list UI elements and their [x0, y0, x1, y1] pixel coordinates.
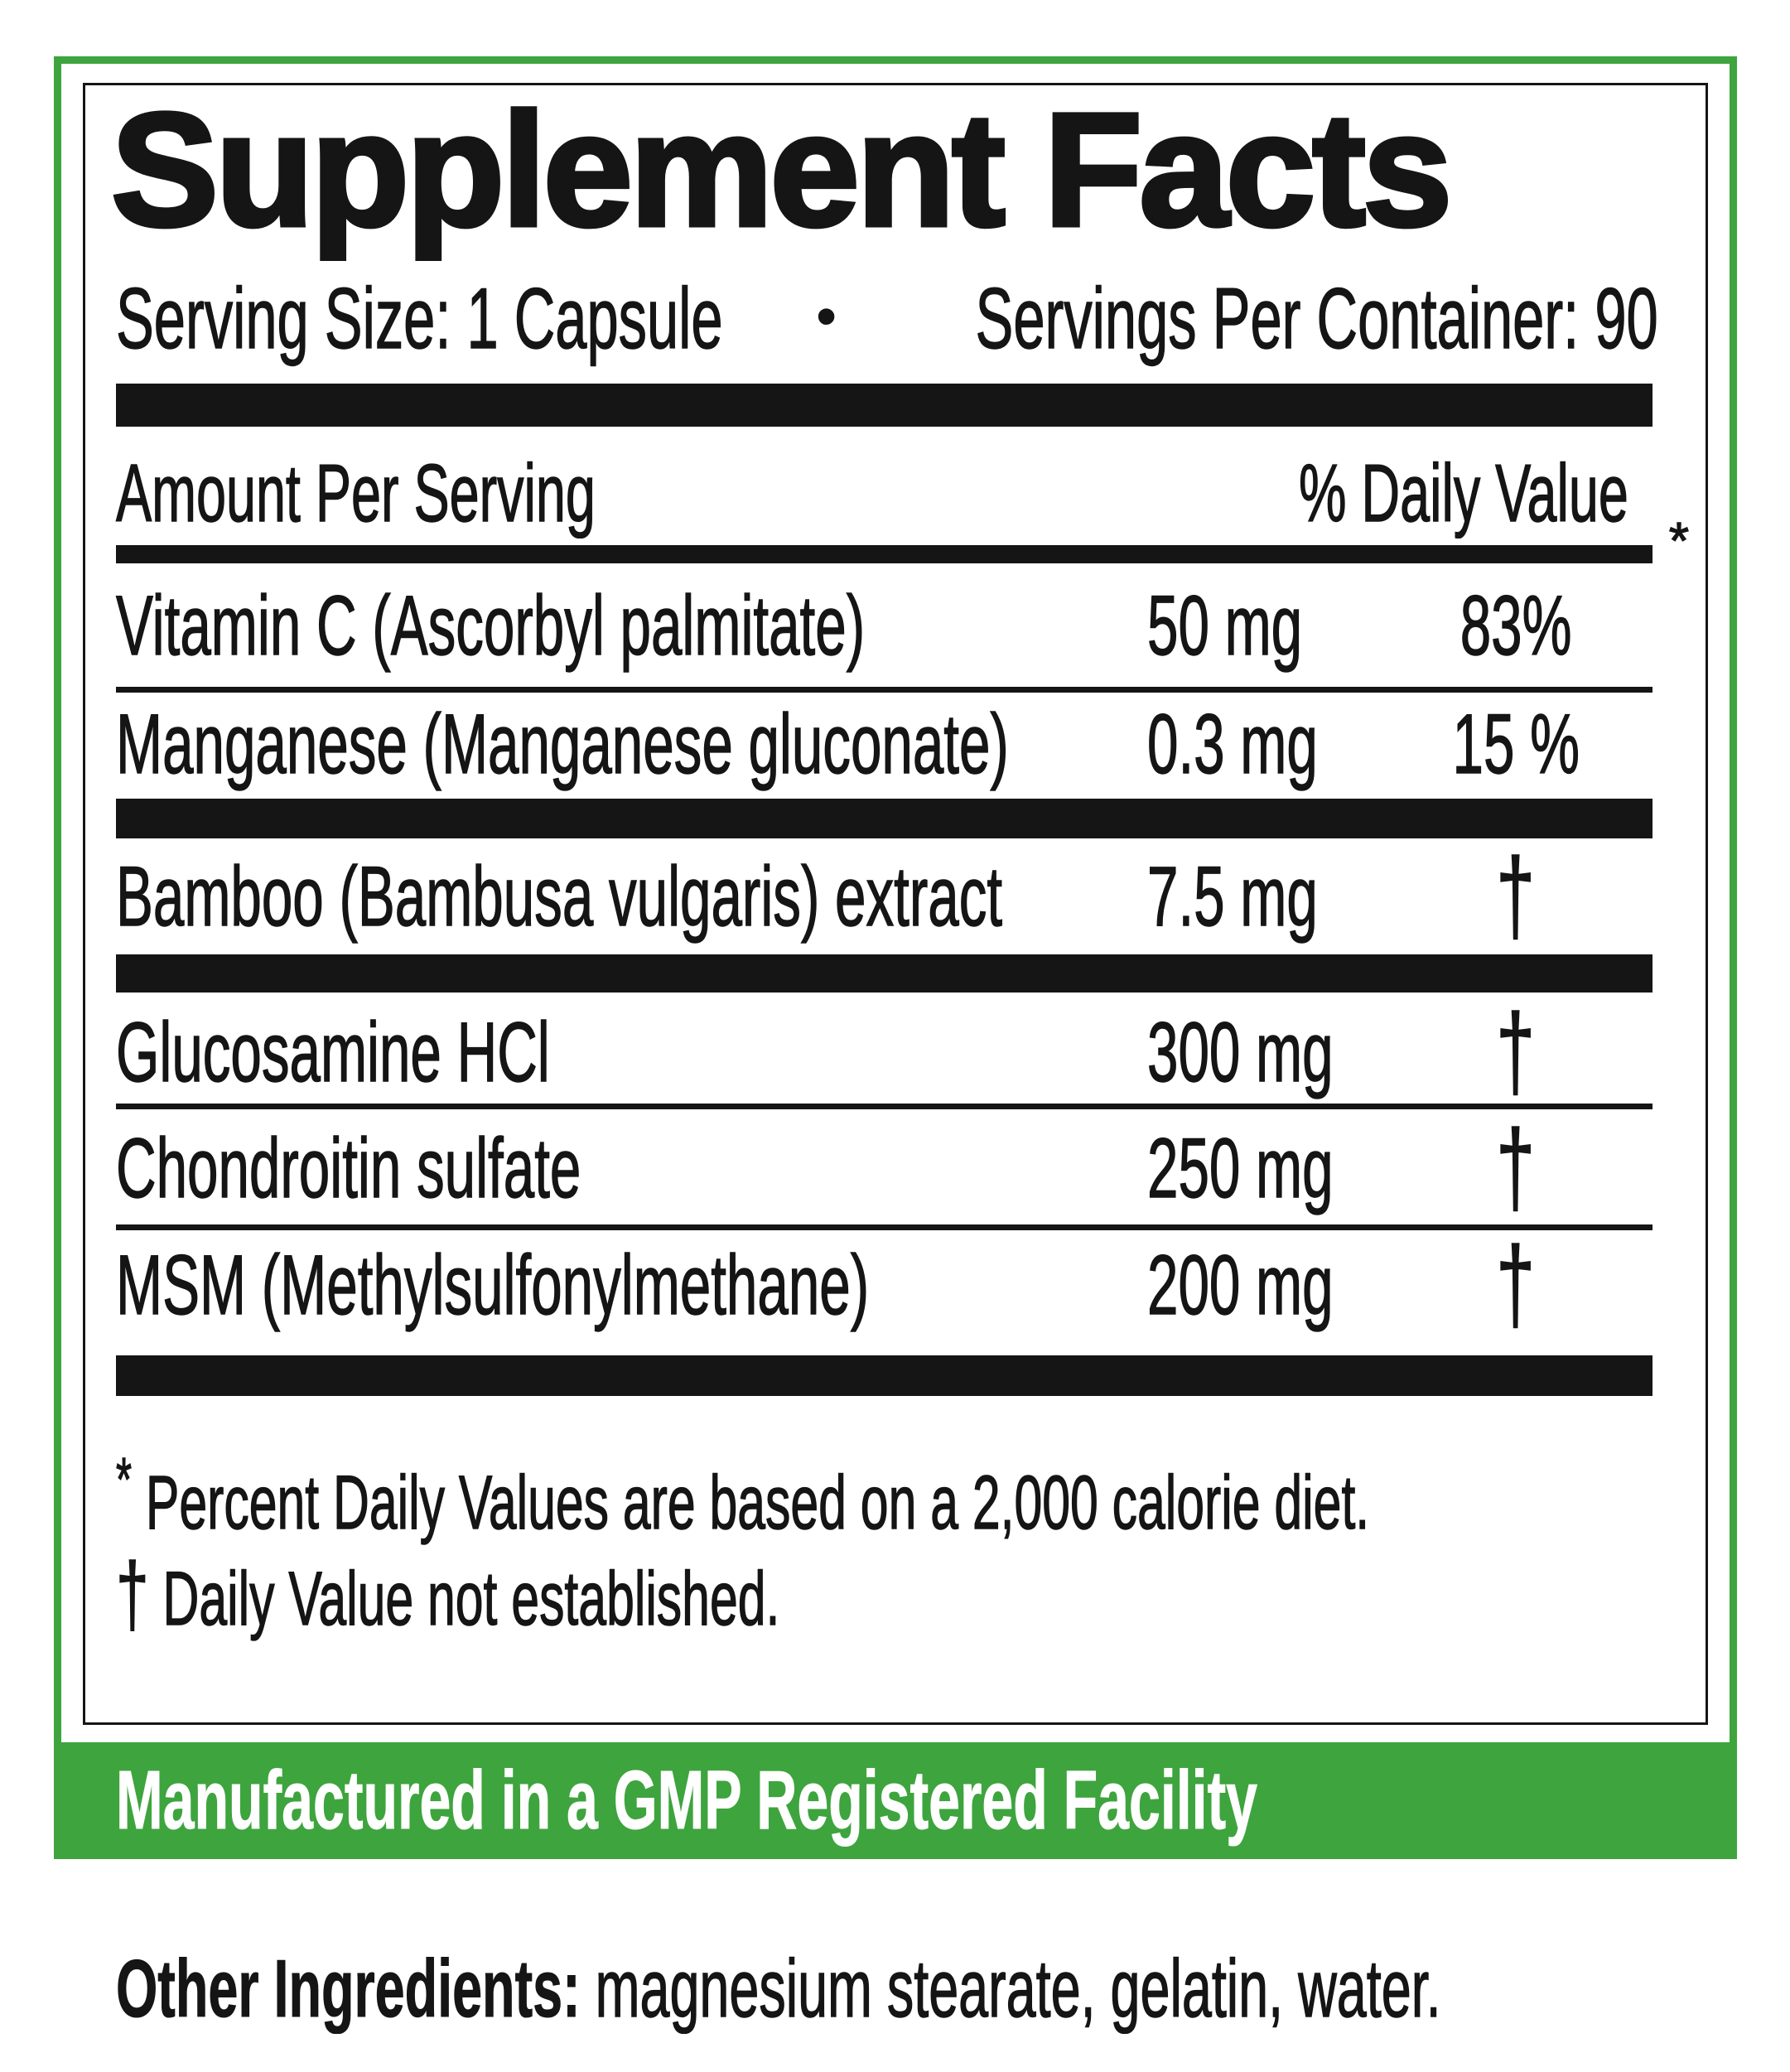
ingredient-amount: 50 mg: [1147, 577, 1303, 673]
table-row: MSM (Methylsulfonylmethane) 200 mg †: [116, 1225, 1652, 1344]
divider-thin: [116, 1224, 1652, 1230]
facts-panel-border: [83, 83, 1708, 1725]
divider-thick: [116, 384, 1652, 427]
ingredient-name: Chondroitin sulfate: [116, 1120, 581, 1215]
table-row: Manganese (Manganese gluconate) 0.3 mg 1…: [116, 685, 1652, 803]
table-row: Vitamin C (Ascorbyl palmitate) 50 mg 83%: [116, 567, 1652, 684]
ingredient-name: Manganese (Manganese gluconate): [116, 696, 1010, 791]
ingredient-name: Bamboo (Bambusa vulgaris) extract: [116, 848, 1003, 944]
daily-value-header: % Daily Value: [1299, 447, 1629, 539]
table-row: Chondroitin sulfate 250 mg †: [116, 1108, 1652, 1227]
footnote-dagger: †: [116, 1543, 150, 1644]
table-header-row: Amount Per Serving % Daily Value *: [116, 447, 1690, 568]
divider-thin: [116, 687, 1652, 693]
ingredient-dv-dagger: †: [1496, 993, 1536, 1111]
footnote-not-established: † Daily Value not established.: [116, 1543, 1652, 1644]
ingredient-name: Vitamin C (Ascorbyl palmitate): [116, 577, 866, 673]
table-row: Bamboo (Bambusa vulgaris) extract 7.5 mg…: [116, 837, 1652, 955]
ingredient-amount: 200 mg: [1147, 1237, 1334, 1332]
footnote-text: Percent Daily Values are based on a 2,00…: [145, 1460, 1370, 1545]
divider-thick: [116, 799, 1652, 838]
serving-size: Serving Size: 1 Capsule: [116, 271, 723, 367]
daily-value-asterisk: *: [1668, 513, 1690, 570]
ingredient-dv-dagger: †: [1496, 837, 1536, 955]
ingredient-amount: 7.5 mg: [1147, 848, 1319, 944]
ingredient-dv: 83%: [1460, 577, 1572, 673]
divider-thin: [116, 1104, 1652, 1109]
table-row: Glucosamine HCl 300 mg †: [116, 993, 1652, 1111]
divider-thick: [116, 1355, 1652, 1396]
ingredient-amount: 0.3 mg: [1147, 696, 1319, 791]
ingredient-dv: 15 %: [1452, 696, 1580, 791]
other-ingredients-label: Other Ingredients:: [116, 1943, 581, 2035]
ingredient-name: MSM (Methylsulfonylmethane): [116, 1237, 870, 1332]
footnote-asterisk: *: [116, 1444, 133, 1514]
ingredient-amount: 300 mg: [1147, 1004, 1334, 1099]
divider-thick: [116, 954, 1652, 993]
serving-info-row: Serving Size: 1 Capsule • Servings Per C…: [116, 271, 1659, 367]
panel-title: Supplement Facts: [109, 80, 1455, 260]
servings-per-container: Servings Per Container: 90: [975, 271, 1658, 367]
footnote-daily-value: * Percent Daily Values are based on a 2,…: [116, 1430, 1652, 1545]
amount-per-serving-header: Amount Per Serving: [116, 447, 596, 539]
gmp-banner: Manufactured in a GMP Registered Facilit…: [54, 1742, 1737, 1859]
ingredient-dv-dagger: †: [1496, 1225, 1536, 1344]
divider-medium: [116, 545, 1652, 563]
other-ingredients-line: Other Ingredients: magnesium stearate, g…: [116, 1939, 1739, 2038]
bullet-separator-icon: •: [816, 283, 837, 350]
gmp-banner-text: Manufactured in a GMP Registered Facilit…: [116, 1754, 1258, 1847]
ingredient-name: Glucosamine HCl: [116, 1004, 551, 1099]
footnote-text: Daily Value not established.: [162, 1556, 780, 1641]
other-ingredients-text: magnesium stearate, gelatin, water.: [580, 1942, 1441, 2034]
ingredient-dv-dagger: †: [1496, 1108, 1536, 1227]
ingredient-amount: 250 mg: [1147, 1120, 1334, 1215]
